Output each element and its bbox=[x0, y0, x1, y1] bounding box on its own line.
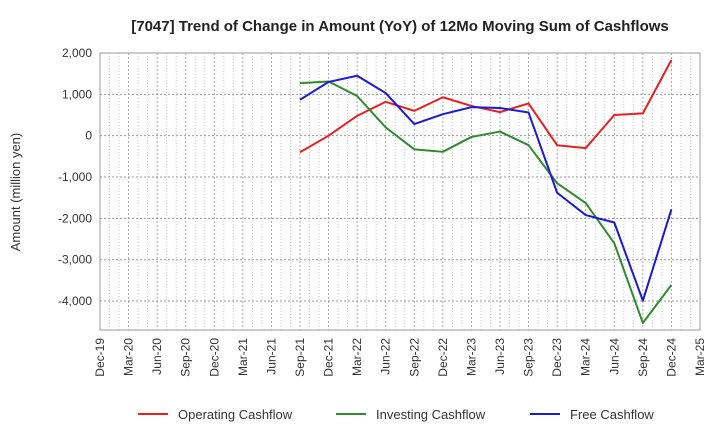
y-axis-ticks: 2,000 1,000 0 -1,000 -2,000 -3,000 -4,000 bbox=[58, 46, 92, 308]
series-line-free-cashflow bbox=[299, 74, 673, 302]
x-tick-label: Jun-22 bbox=[379, 338, 393, 375]
legend-label: Operating Cashflow bbox=[178, 407, 293, 422]
series-line-investing-cashflow bbox=[299, 80, 673, 324]
x-tick-label: Mar-21 bbox=[236, 338, 250, 376]
legend-label: Investing Cashflow bbox=[376, 407, 486, 422]
x-tick-label: Jun-23 bbox=[493, 338, 507, 375]
y-tick-label: -3,000 bbox=[58, 253, 92, 267]
x-tick-label: Mar-24 bbox=[579, 338, 593, 376]
plot-area-frame bbox=[99, 52, 701, 331]
x-tick-label: Mar-23 bbox=[464, 338, 478, 376]
x-tick-label: Dec-19 bbox=[93, 338, 107, 377]
x-tick-label: Jun-21 bbox=[264, 338, 278, 375]
x-axis-ticks: Dec-19 Mar-20 Jun-20 Sep-20 Dec-20 Mar-21 Jun-… bbox=[93, 338, 707, 377]
x-tick-label: Sep-21 bbox=[293, 338, 307, 377]
legend: Operating Cashflow Investing Cashflow Free… bbox=[138, 407, 654, 422]
y-axis-title: Amount (million yen) bbox=[8, 133, 23, 252]
x-tick-label: Dec-24 bbox=[664, 338, 678, 377]
y-tick-label: 2,000 bbox=[62, 46, 92, 60]
x-tick-label: Mar-25 bbox=[693, 338, 707, 376]
x-tick-label: Dec-21 bbox=[322, 338, 336, 377]
x-tick-label: Dec-23 bbox=[550, 338, 564, 377]
x-tick-label: Sep-22 bbox=[407, 338, 421, 377]
series-line-operating-cashflow bbox=[299, 59, 673, 154]
x-tick-label: Sep-20 bbox=[179, 338, 193, 377]
x-tick-label: Mar-20 bbox=[122, 338, 136, 376]
chart-title: [7047] Trend of Change in Amount (YoY) o… bbox=[131, 18, 669, 35]
x-tick-label: Sep-23 bbox=[522, 338, 536, 377]
y-tick-label: -1,000 bbox=[58, 170, 92, 184]
y-tick-label: -4,000 bbox=[58, 294, 92, 308]
x-tick-label: Sep-24 bbox=[636, 338, 650, 377]
y-tick-label: 0 bbox=[85, 129, 92, 143]
series-lines bbox=[299, 59, 673, 324]
y-tick-label: 1,000 bbox=[62, 87, 92, 101]
grid bbox=[99, 52, 701, 330]
legend-label: Free Cashflow bbox=[570, 407, 654, 422]
x-tick-label: Dec-22 bbox=[436, 338, 450, 377]
x-tick-label: Dec-20 bbox=[207, 338, 221, 377]
x-tick-label: Jun-24 bbox=[607, 338, 621, 375]
x-tick-label: Jun-20 bbox=[150, 338, 164, 375]
x-tick-label: Mar-22 bbox=[350, 338, 364, 376]
y-tick-label: -2,000 bbox=[58, 211, 92, 225]
